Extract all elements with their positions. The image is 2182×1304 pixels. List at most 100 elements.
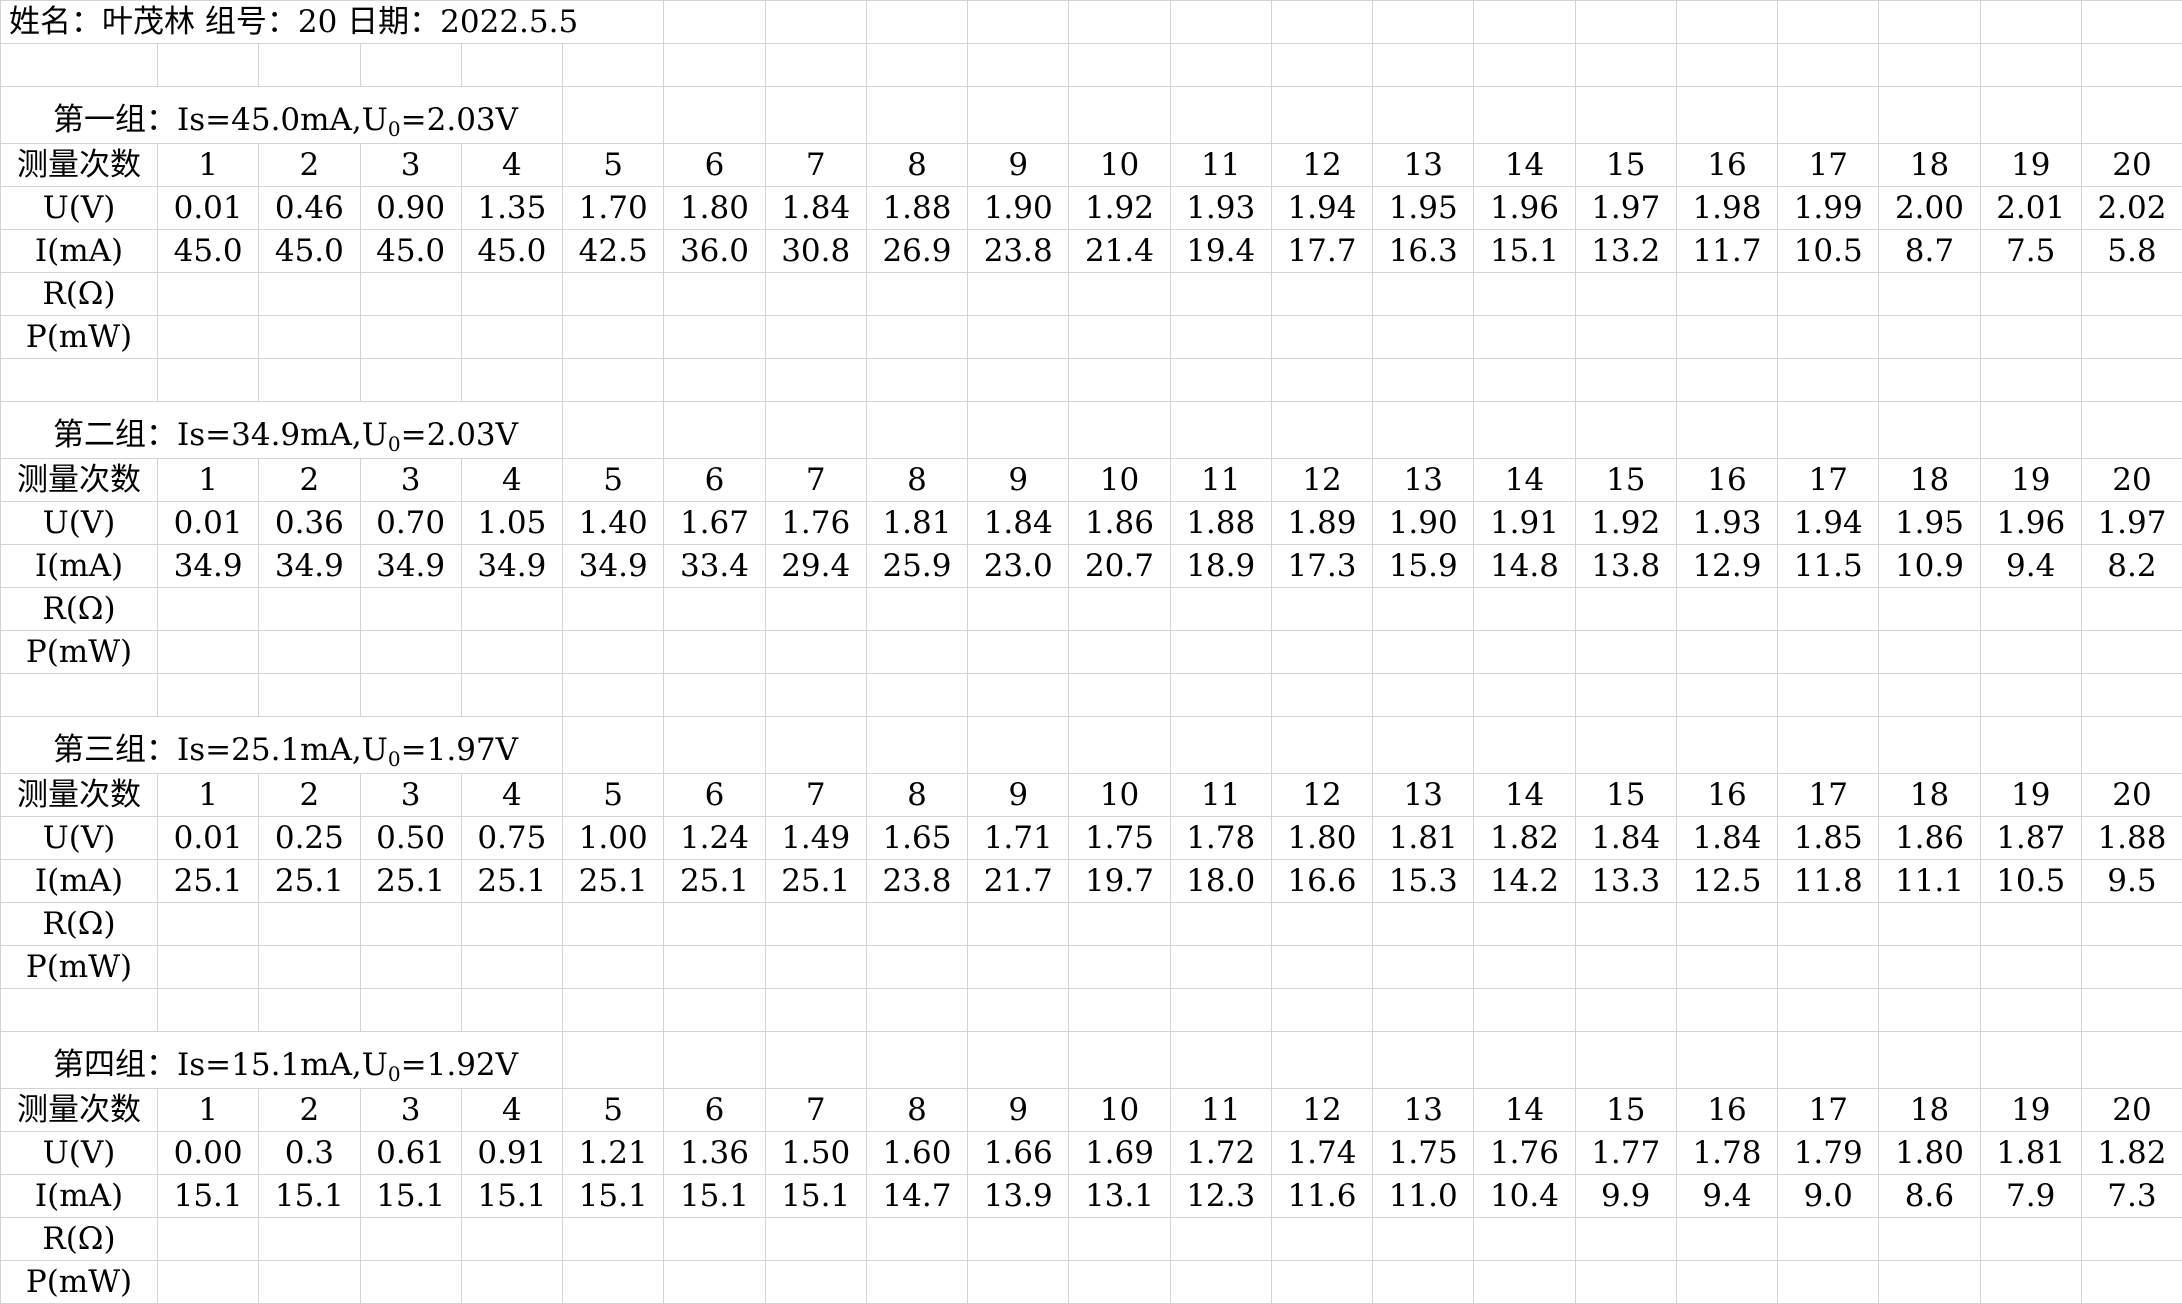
empty-cell[interactable] bbox=[1474, 273, 1575, 316]
empty-cell[interactable] bbox=[2081, 1261, 2182, 1304]
voltage-cell[interactable]: 1.60 bbox=[866, 1132, 967, 1175]
empty-cell[interactable] bbox=[1, 44, 158, 87]
empty-cell[interactable] bbox=[259, 674, 360, 717]
current-cell[interactable]: 7.9 bbox=[1980, 1175, 2081, 1218]
empty-cell[interactable] bbox=[968, 903, 1069, 946]
count-cell[interactable]: 14 bbox=[1474, 1089, 1575, 1132]
empty-cell[interactable] bbox=[866, 903, 967, 946]
voltage-cell[interactable]: 0.61 bbox=[360, 1132, 461, 1175]
voltage-cell[interactable]: 1.92 bbox=[1069, 187, 1170, 230]
empty-cell[interactable] bbox=[968, 1261, 1069, 1304]
empty-cell[interactable] bbox=[1271, 1218, 1372, 1261]
voltage-cell[interactable]: 1.90 bbox=[968, 187, 1069, 230]
row-label-count[interactable]: 测量次数 bbox=[1, 144, 158, 187]
count-cell[interactable]: 19 bbox=[1980, 1089, 2081, 1132]
empty-cell[interactable] bbox=[664, 273, 765, 316]
empty-cell[interactable] bbox=[1980, 402, 2081, 459]
empty-cell[interactable] bbox=[1170, 1218, 1271, 1261]
empty-cell[interactable] bbox=[1271, 903, 1372, 946]
count-cell[interactable]: 14 bbox=[1474, 459, 1575, 502]
current-cell[interactable]: 45.0 bbox=[158, 230, 259, 273]
empty-cell[interactable] bbox=[1879, 631, 1980, 674]
empty-cell[interactable] bbox=[360, 631, 461, 674]
empty-cell[interactable] bbox=[866, 631, 967, 674]
current-cell[interactable]: 34.9 bbox=[259, 545, 360, 588]
count-cell[interactable]: 8 bbox=[866, 144, 967, 187]
count-cell[interactable]: 13 bbox=[1373, 144, 1474, 187]
empty-cell[interactable] bbox=[1676, 631, 1777, 674]
empty-cell[interactable] bbox=[1373, 674, 1474, 717]
count-cell[interactable]: 20 bbox=[2081, 774, 2182, 817]
count-cell[interactable]: 20 bbox=[2081, 1089, 2182, 1132]
current-cell[interactable]: 14.2 bbox=[1474, 860, 1575, 903]
empty-cell[interactable] bbox=[1575, 946, 1676, 989]
count-cell[interactable]: 3 bbox=[360, 774, 461, 817]
empty-cell[interactable] bbox=[664, 717, 765, 774]
count-cell[interactable]: 20 bbox=[2081, 144, 2182, 187]
empty-cell[interactable] bbox=[461, 903, 562, 946]
empty-cell[interactable] bbox=[1676, 1261, 1777, 1304]
empty-cell[interactable] bbox=[968, 631, 1069, 674]
empty-cell[interactable] bbox=[1879, 946, 1980, 989]
current-cell[interactable]: 13.9 bbox=[968, 1175, 1069, 1218]
empty-cell[interactable] bbox=[866, 674, 967, 717]
empty-cell[interactable] bbox=[968, 87, 1069, 144]
empty-cell[interactable] bbox=[968, 316, 1069, 359]
empty-cell[interactable] bbox=[1170, 989, 1271, 1032]
count-cell[interactable]: 13 bbox=[1373, 774, 1474, 817]
empty-cell[interactable] bbox=[1069, 87, 1170, 144]
voltage-cell[interactable]: 1.84 bbox=[968, 502, 1069, 545]
empty-cell[interactable] bbox=[1778, 359, 1879, 402]
count-cell[interactable]: 16 bbox=[1676, 774, 1777, 817]
empty-cell[interactable] bbox=[1980, 674, 2081, 717]
empty-cell[interactable] bbox=[765, 588, 866, 631]
current-cell[interactable]: 17.3 bbox=[1271, 545, 1372, 588]
empty-cell[interactable] bbox=[1575, 316, 1676, 359]
empty-cell[interactable] bbox=[1069, 631, 1170, 674]
empty-cell[interactable] bbox=[664, 1, 765, 44]
empty-cell[interactable] bbox=[1879, 87, 1980, 144]
empty-cell[interactable] bbox=[259, 1261, 360, 1304]
count-cell[interactable]: 12 bbox=[1271, 144, 1372, 187]
current-cell[interactable]: 25.1 bbox=[158, 860, 259, 903]
row-label-u[interactable]: U(V) bbox=[1, 187, 158, 230]
current-cell[interactable]: 23.8 bbox=[968, 230, 1069, 273]
current-cell[interactable]: 5.8 bbox=[2081, 230, 2182, 273]
voltage-cell[interactable]: 1.95 bbox=[1373, 187, 1474, 230]
voltage-cell[interactable]: 1.76 bbox=[765, 502, 866, 545]
count-cell[interactable]: 3 bbox=[360, 1089, 461, 1132]
empty-cell[interactable] bbox=[664, 674, 765, 717]
empty-cell[interactable] bbox=[1575, 1261, 1676, 1304]
current-cell[interactable]: 13.2 bbox=[1575, 230, 1676, 273]
current-cell[interactable]: 19.4 bbox=[1170, 230, 1271, 273]
voltage-cell[interactable]: 1.93 bbox=[1170, 187, 1271, 230]
empty-cell[interactable] bbox=[1271, 316, 1372, 359]
empty-cell[interactable] bbox=[158, 1218, 259, 1261]
current-cell[interactable]: 45.0 bbox=[461, 230, 562, 273]
voltage-cell[interactable]: 1.81 bbox=[866, 502, 967, 545]
current-cell[interactable]: 11.7 bbox=[1676, 230, 1777, 273]
current-cell[interactable]: 15.1 bbox=[461, 1175, 562, 1218]
row-label-count[interactable]: 测量次数 bbox=[1, 1089, 158, 1132]
empty-cell[interactable] bbox=[1778, 631, 1879, 674]
count-cell[interactable]: 4 bbox=[461, 1089, 562, 1132]
empty-cell[interactable] bbox=[2081, 674, 2182, 717]
empty-cell[interactable] bbox=[1879, 1261, 1980, 1304]
empty-cell[interactable] bbox=[1373, 588, 1474, 631]
empty-cell[interactable] bbox=[1575, 674, 1676, 717]
empty-cell[interactable] bbox=[2081, 87, 2182, 144]
voltage-cell[interactable]: 1.88 bbox=[866, 187, 967, 230]
voltage-cell[interactable]: 1.05 bbox=[461, 502, 562, 545]
count-cell[interactable]: 7 bbox=[765, 1089, 866, 1132]
voltage-cell[interactable]: 0.3 bbox=[259, 1132, 360, 1175]
empty-cell[interactable] bbox=[1373, 44, 1474, 87]
empty-cell[interactable] bbox=[1474, 87, 1575, 144]
empty-cell[interactable] bbox=[1373, 273, 1474, 316]
empty-cell[interactable] bbox=[360, 1261, 461, 1304]
empty-cell[interactable] bbox=[2081, 359, 2182, 402]
empty-cell[interactable] bbox=[1778, 1218, 1879, 1261]
count-cell[interactable]: 1 bbox=[158, 774, 259, 817]
empty-cell[interactable] bbox=[1676, 989, 1777, 1032]
voltage-cell[interactable]: 1.66 bbox=[968, 1132, 1069, 1175]
empty-cell[interactable] bbox=[461, 273, 562, 316]
